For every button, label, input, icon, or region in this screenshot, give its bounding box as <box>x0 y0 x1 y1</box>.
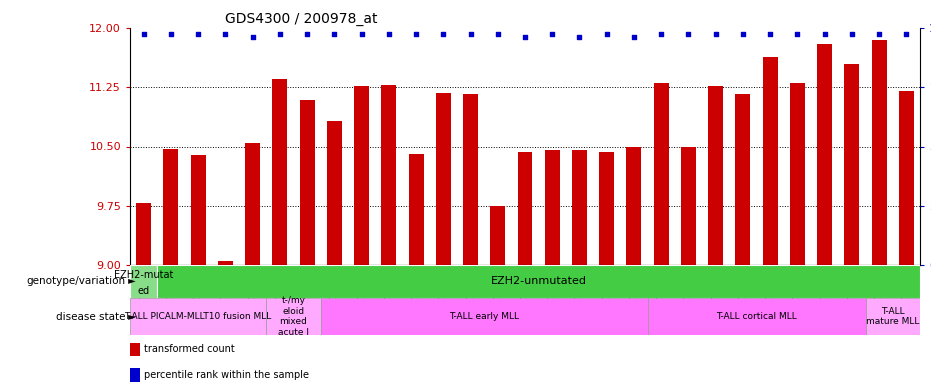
Bar <box>409 154 424 265</box>
Point <box>164 31 179 37</box>
Bar <box>245 142 260 265</box>
Bar <box>572 151 587 265</box>
Point <box>600 31 614 37</box>
Point <box>354 31 369 37</box>
Point <box>817 31 832 37</box>
Point <box>136 31 151 37</box>
Bar <box>136 204 151 265</box>
Bar <box>627 147 641 265</box>
Point <box>654 31 668 37</box>
Point <box>899 31 914 37</box>
Text: ►: ► <box>126 276 136 286</box>
Text: percentile rank within the sample: percentile rank within the sample <box>143 370 309 380</box>
Bar <box>817 44 832 265</box>
Bar <box>866 298 920 335</box>
Point <box>518 35 533 41</box>
Bar <box>130 343 140 356</box>
Text: disease state: disease state <box>56 311 126 321</box>
Point <box>245 35 260 41</box>
Bar <box>871 40 886 265</box>
Point <box>409 31 424 37</box>
Point <box>871 31 886 37</box>
Point <box>844 31 859 37</box>
Bar <box>518 152 533 265</box>
Text: t-/my
eloid
mixed
acute l: t-/my eloid mixed acute l <box>278 296 309 337</box>
Bar <box>654 83 668 265</box>
Bar <box>463 94 478 265</box>
Point <box>191 31 206 37</box>
Point <box>735 31 750 37</box>
Bar <box>789 83 805 265</box>
Point <box>762 31 777 37</box>
Bar <box>218 261 233 265</box>
Bar <box>708 86 723 265</box>
Bar <box>762 57 777 265</box>
Bar <box>266 298 320 335</box>
Bar <box>320 298 648 335</box>
Point <box>327 31 342 37</box>
Point <box>273 31 288 37</box>
Point <box>463 31 478 37</box>
Bar <box>899 91 914 265</box>
Point <box>382 31 397 37</box>
Point <box>218 31 233 37</box>
Text: EZH2-unmutated: EZH2-unmutated <box>491 276 587 286</box>
Bar <box>844 63 859 265</box>
Point <box>491 31 506 37</box>
Point <box>300 31 315 37</box>
Point <box>572 35 587 41</box>
Text: genotype/variation: genotype/variation <box>26 276 126 286</box>
Bar <box>300 100 315 265</box>
Point <box>681 31 695 37</box>
Bar <box>130 368 140 382</box>
Text: T-ALL
mature MLL: T-ALL mature MLL <box>866 307 920 326</box>
Point <box>627 35 641 41</box>
Bar <box>648 298 866 335</box>
Bar <box>436 93 451 265</box>
Bar <box>491 206 506 265</box>
Bar <box>130 265 157 298</box>
Text: ed: ed <box>138 286 150 296</box>
Point <box>545 31 560 37</box>
Bar <box>382 85 397 265</box>
Text: ►: ► <box>126 311 136 321</box>
Bar <box>273 79 288 265</box>
Text: T-ALL PICALM-MLLT10 fusion MLL: T-ALL PICALM-MLLT10 fusion MLL <box>125 312 272 321</box>
Text: EZH2-mutat: EZH2-mutat <box>114 270 173 280</box>
Bar <box>130 298 266 335</box>
Bar <box>600 152 614 265</box>
Bar <box>327 121 342 265</box>
Text: transformed count: transformed count <box>143 344 235 354</box>
Bar <box>354 86 369 265</box>
Bar <box>163 149 179 265</box>
Bar <box>681 147 696 265</box>
Text: T-ALL cortical MLL: T-ALL cortical MLL <box>716 312 797 321</box>
Bar <box>545 151 560 265</box>
Text: GDS4300 / 200978_at: GDS4300 / 200978_at <box>224 12 377 26</box>
Point <box>708 31 723 37</box>
Point <box>436 31 451 37</box>
Bar <box>735 94 750 265</box>
Bar <box>191 155 206 265</box>
Point <box>790 31 805 37</box>
Text: T-ALL early MLL: T-ALL early MLL <box>449 312 519 321</box>
